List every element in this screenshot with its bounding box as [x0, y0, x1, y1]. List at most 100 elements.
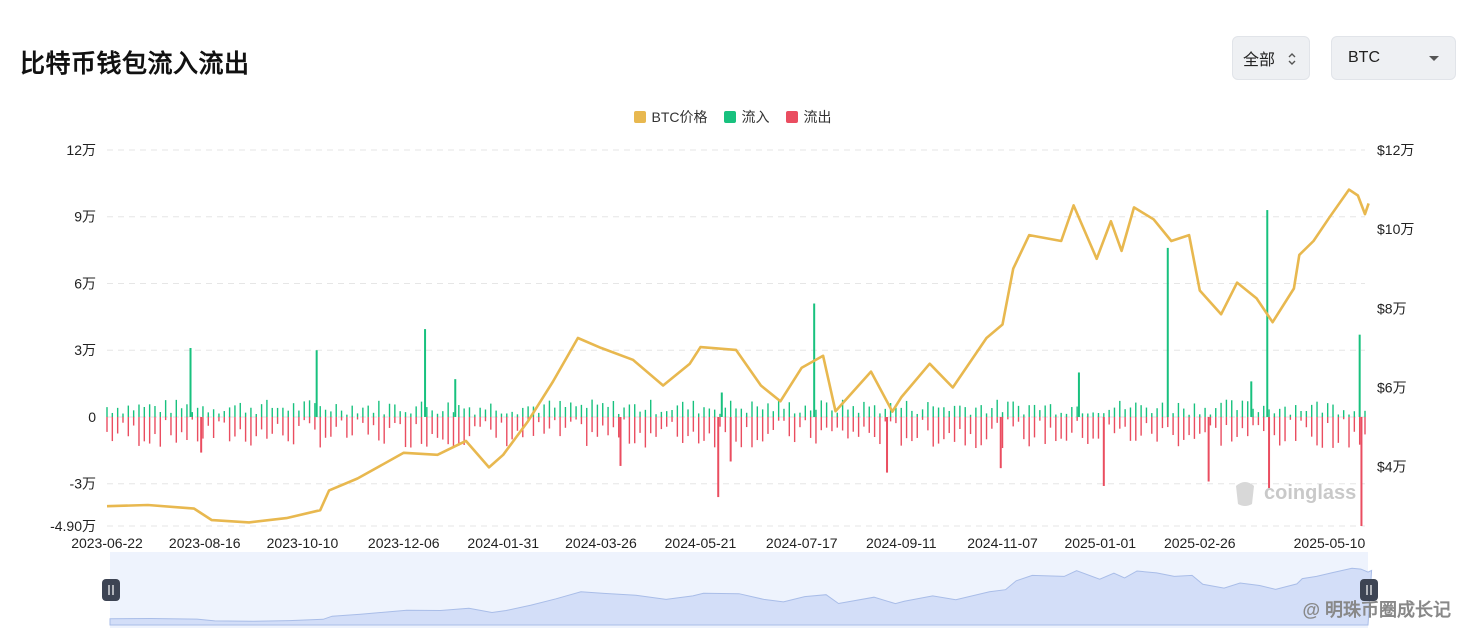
outflow-bar — [852, 416, 854, 432]
inflow-spike-bar — [315, 350, 318, 417]
inflow-bar — [1326, 403, 1329, 417]
inflow-bar — [1332, 404, 1334, 417]
outflow-bar — [964, 416, 966, 446]
outflow-bar — [969, 416, 972, 435]
inflow-bar — [1289, 414, 1292, 417]
outflow-bar — [1172, 416, 1174, 436]
outflow-bar — [116, 416, 119, 434]
outflow-bar — [932, 416, 934, 447]
inflow-bar — [106, 407, 108, 417]
legend-item-inflow[interactable]: 流入 — [723, 107, 770, 127]
outflow-bar — [756, 416, 759, 441]
outflow-bar — [1295, 416, 1297, 441]
outflow-bar — [1236, 416, 1238, 437]
outflow-bar — [458, 416, 460, 446]
inflow-bar — [324, 409, 327, 417]
inflow-bar — [234, 405, 236, 417]
outflow-bar — [1241, 416, 1244, 429]
inflow-bar — [1247, 401, 1249, 417]
inflow-bar — [772, 411, 775, 417]
inflow-bar — [1097, 413, 1100, 417]
outflow-bar — [761, 416, 764, 442]
outflow-bar — [212, 416, 215, 439]
outflow-bar — [1342, 416, 1345, 420]
inflow-bar — [895, 407, 897, 417]
outflow-bar — [1039, 416, 1041, 421]
inflow-bar — [164, 400, 167, 417]
inflow-bar — [628, 404, 631, 417]
legend-item-price[interactable]: BTC价格 — [633, 107, 708, 127]
inflow-bar — [751, 401, 753, 417]
inflow-spike-bar — [1166, 247, 1169, 417]
inflow-bar — [1023, 414, 1025, 417]
outflow-bar — [889, 416, 892, 422]
outflow-bar — [511, 416, 513, 440]
inflow-bar — [314, 403, 316, 417]
outflow-bar — [271, 416, 273, 434]
outflow-bar — [431, 416, 433, 435]
inflow-bar — [186, 404, 188, 417]
coin-select[interactable]: BTC — [1331, 36, 1456, 80]
outflow-bar — [180, 416, 183, 433]
navigator-handle-right[interactable] — [1360, 579, 1378, 601]
outflow-bar — [655, 416, 657, 437]
inflow-bar — [852, 406, 854, 417]
outflow-bar — [772, 416, 775, 430]
outflow-bar — [340, 416, 343, 421]
chart-legend: BTC价格 流入 流出 — [0, 107, 1465, 127]
outflow-bar — [362, 416, 364, 423]
inflow-bar — [538, 412, 540, 417]
inflow-bar — [602, 403, 604, 417]
outflow-bar — [847, 416, 849, 439]
outflow-bar — [1300, 416, 1302, 421]
outflow-bar — [1129, 416, 1132, 441]
outflow-bar — [857, 416, 860, 437]
outflow-bar — [1001, 416, 1004, 449]
outflow-bar — [916, 416, 918, 438]
inflow-spike-bar — [424, 329, 427, 417]
outflow-bar — [495, 416, 497, 438]
inflow-bar — [127, 405, 130, 417]
inflow-bar — [1156, 408, 1158, 417]
inflow-bar — [463, 408, 465, 417]
outflow-bar — [697, 416, 700, 444]
outflow-bar — [911, 416, 913, 442]
range-navigator — [102, 552, 1378, 628]
legend-label-outflow: 流出 — [803, 109, 832, 125]
outflow-bar — [905, 416, 908, 439]
range-select[interactable]: 全部 — [1232, 36, 1310, 80]
outflow-bar — [570, 416, 572, 422]
outflow-bar — [292, 416, 295, 445]
outflow-bar — [314, 416, 316, 430]
outflow-bar — [1188, 416, 1190, 436]
outflow-bar — [1204, 416, 1206, 433]
inflow-bar — [1119, 400, 1121, 417]
outflow-bar — [298, 416, 300, 426]
outflow-bar — [650, 416, 652, 434]
inflow-bar — [1257, 412, 1260, 417]
inflow-bar — [1140, 405, 1142, 417]
outflow-bar — [1167, 416, 1169, 428]
outflow-bar — [900, 416, 902, 446]
y-left-tick-label: 0 — [88, 409, 96, 425]
inflow-bar — [474, 414, 476, 417]
outflow-bar — [255, 416, 257, 437]
navigator-handle-left[interactable] — [102, 579, 120, 601]
x-tick-label: 2025-01-01 — [1064, 535, 1136, 551]
outflow-bar — [793, 416, 796, 443]
outflow-bar — [1358, 416, 1361, 445]
outflow-bar — [1273, 416, 1276, 436]
outflow-bar — [538, 416, 540, 423]
inflow-bar — [250, 407, 252, 417]
outflow-bar — [745, 416, 748, 428]
outflow-bar — [367, 416, 369, 435]
legend-item-outflow[interactable]: 流出 — [785, 107, 832, 127]
inflow-bar — [276, 407, 279, 417]
inflow-bar — [522, 407, 524, 417]
outflow-bar — [463, 416, 465, 445]
outflow-bar — [575, 416, 577, 420]
inflow-bar — [1364, 410, 1366, 417]
outflow-bar — [1124, 416, 1126, 427]
outflow-bar — [1364, 416, 1366, 435]
outflow-bar — [1316, 416, 1318, 446]
